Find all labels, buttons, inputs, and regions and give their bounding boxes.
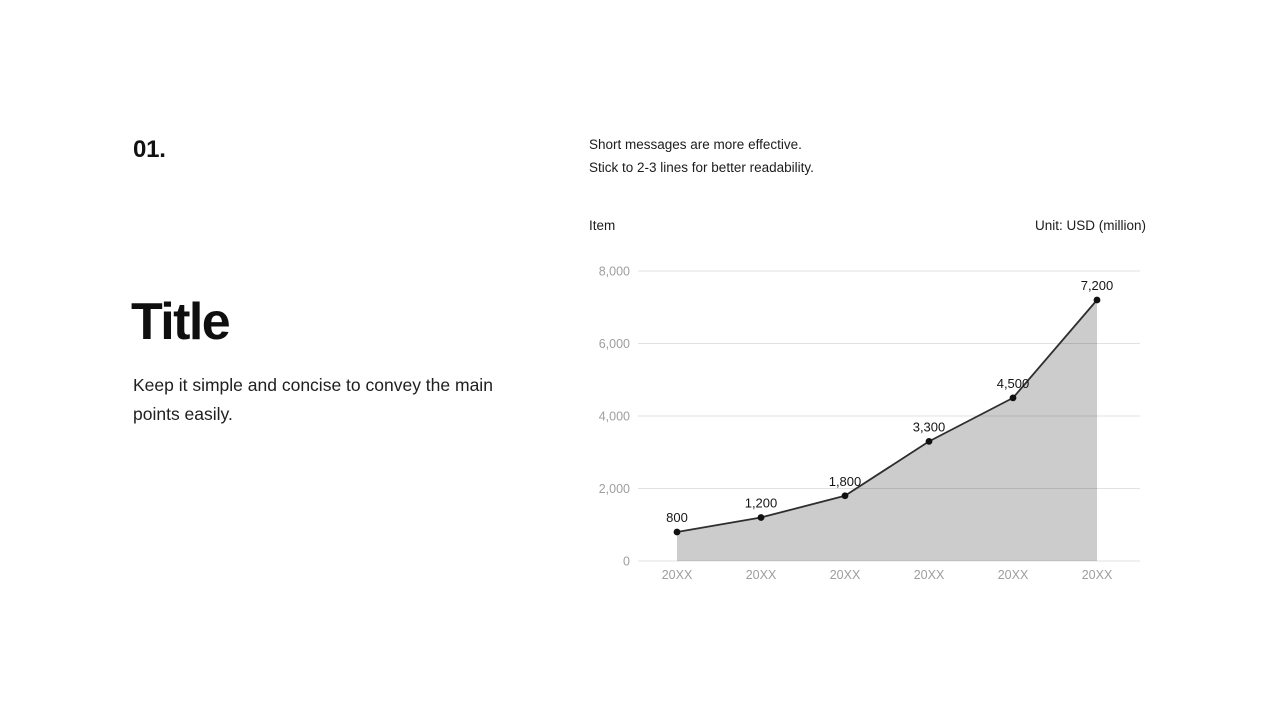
slide-title: Title — [131, 293, 231, 351]
x-axis-tick-label: 20XX — [662, 568, 693, 582]
slide-index-number: 01. — [133, 136, 166, 163]
data-point — [841, 492, 849, 500]
y-axis-tick-label: 0 — [623, 555, 630, 569]
slide-note-line1: Short messages are more effective. — [589, 137, 802, 152]
chart-item-label: Item — [589, 218, 616, 233]
x-axis-tick-label: 20XX — [998, 568, 1029, 582]
revenue-area-chart: 0 2,000 4,000 6,000 8,000 800 1,200 1,800 3,300 4… — [589, 262, 1149, 592]
data-point-label: 4,500 — [997, 376, 1030, 391]
data-point — [757, 514, 765, 521]
data-point-label: 3,300 — [913, 419, 946, 434]
y-axis-tick-label: 8,000 — [599, 265, 630, 279]
y-axis-tick-label: 4,000 — [599, 410, 630, 424]
area-chart-svg: 0 2,000 4,000 6,000 8,000 800 1,200 1,800 3,300 4… — [599, 265, 1140, 582]
data-point — [673, 528, 681, 536]
series-line — [676, 299, 1098, 533]
slide-note-line2: Stick to 2-3 lines for better readabilit… — [589, 159, 814, 175]
area-fill — [677, 300, 1097, 561]
data-point-label: 800 — [666, 510, 688, 525]
data-point — [1093, 296, 1101, 304]
data-point — [1009, 394, 1017, 402]
slide-description: Keep it simple and concise to convey the… — [133, 375, 493, 424]
x-axis-tick-label: 20XX — [746, 568, 777, 582]
y-axis-tick-label: 6,000 — [599, 337, 630, 351]
slide-note: Short messages are more effective. Stick… — [589, 134, 814, 179]
chart-header: Item Unit: USD (million) — [589, 218, 1146, 233]
chart-unit-label: Unit: USD (million) — [1034, 218, 1146, 233]
data-point — [925, 437, 933, 445]
y-axis-tick-label: 2,000 — [599, 482, 630, 496]
x-axis-tick-label: 20XX — [830, 568, 861, 582]
data-point-label: 1,800 — [829, 474, 862, 489]
data-point-label: 1,200 — [745, 496, 778, 511]
x-axis-tick-label: 20XX — [914, 568, 945, 582]
x-axis-tick-label: 20XX — [1082, 568, 1113, 582]
data-point-label: 7,200 — [1081, 278, 1114, 293]
